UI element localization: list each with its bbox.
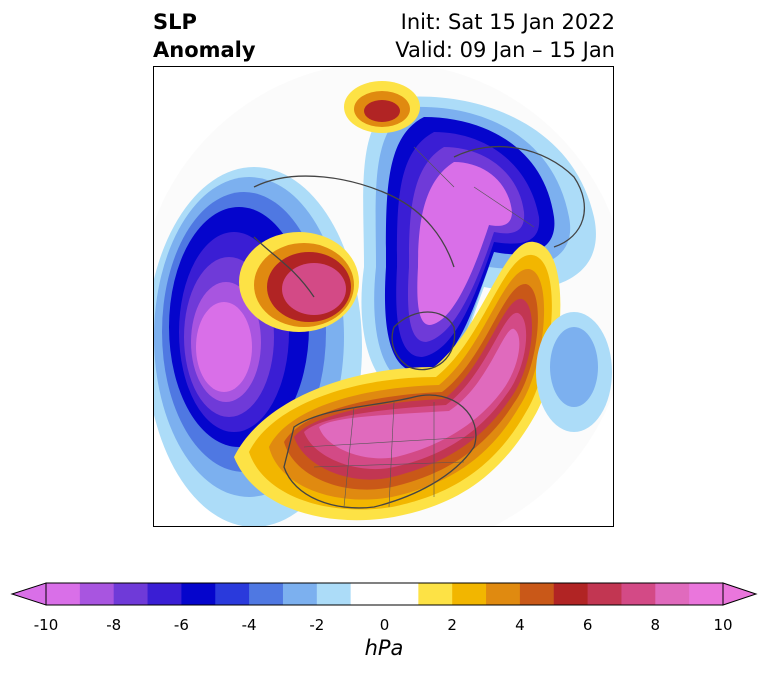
- colorbar-extend-max: [722, 582, 758, 606]
- colorbar-bin: [282, 583, 318, 605]
- colorbar-bin: [689, 583, 724, 605]
- valid-period-label: Valid: 09 Jan – 15 Jan: [395, 38, 615, 62]
- colorbar-tick-label: 2: [447, 616, 457, 634]
- colorbar-bin: [621, 583, 656, 605]
- colorbar-tick-label: 6: [582, 616, 593, 634]
- colorbar-bin: [181, 583, 216, 605]
- map-subtitle: Init: Sat 15 Jan 2022 Valid: 09 Jan – 15…: [395, 8, 615, 64]
- colorbar-bin: [655, 583, 690, 605]
- map-panel: [153, 66, 614, 527]
- colorbar-bin: [147, 583, 182, 605]
- colorbar-bin: [519, 583, 555, 605]
- colorbar-tick-label: 0: [379, 616, 390, 634]
- colorbar-tick-label: -8: [106, 616, 122, 634]
- colorbar-bin: [316, 583, 352, 605]
- colorbar-bin: [215, 583, 250, 605]
- colorbar-tick-label: 8: [650, 616, 661, 634]
- colorbar: [10, 582, 758, 606]
- colorbar-bin: [486, 583, 521, 605]
- map-title: SLP Anomaly: [153, 8, 256, 64]
- colorbar-bin: [452, 583, 487, 605]
- colorbar-tick-label: -4: [241, 616, 257, 634]
- colorbar-bin: [418, 583, 453, 605]
- colorbar-tick-label: 10: [713, 616, 733, 634]
- colorbar-bin: [249, 583, 284, 605]
- title-field: Anomaly: [153, 38, 256, 62]
- colorbar-extend-min: [10, 582, 47, 606]
- init-date-label: Init: Sat 15 Jan 2022: [400, 10, 615, 34]
- title-variable: SLP: [153, 10, 197, 34]
- alaska-high-anomaly: [239, 232, 359, 332]
- europe-high-anomaly: [344, 81, 420, 133]
- colorbar-bin: [113, 583, 149, 605]
- country-borders: [303, 146, 535, 508]
- anomaly-map: [154, 67, 613, 526]
- atlantic-low-anomaly: [536, 312, 612, 432]
- colorbar-bin: [79, 583, 115, 605]
- colorbar-bin: [553, 583, 589, 605]
- colorbar-tick-label: 4: [515, 616, 525, 634]
- colorbar-bin: [46, 583, 81, 605]
- arctic-low-anomaly: [361, 96, 596, 397]
- colorbar-bin: [587, 583, 622, 605]
- colorbar-tick-label: -6: [173, 616, 189, 634]
- colorbar-bin: [350, 583, 385, 605]
- colorbar-units: hPa: [364, 636, 404, 660]
- colorbar-bin: [384, 583, 419, 605]
- coastlines: [253, 145, 585, 509]
- colorbar-tick-label: -2: [309, 616, 325, 634]
- colorbar-tick-label: -10: [33, 616, 59, 634]
